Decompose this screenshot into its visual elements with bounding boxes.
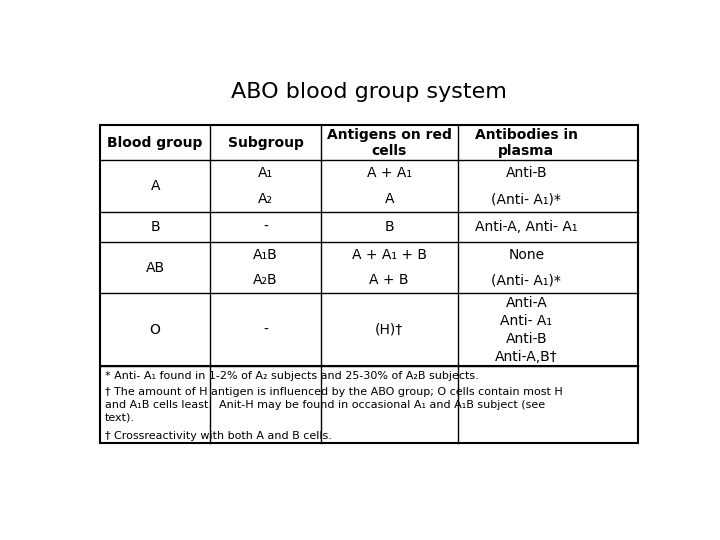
Text: Anti-B: Anti-B — [505, 166, 547, 180]
Text: * Anti- A₁ found in 1-2% of A₂ subjects and 25-30% of A₂B subjects.: * Anti- A₁ found in 1-2% of A₂ subjects … — [104, 371, 478, 381]
Text: B: B — [150, 220, 160, 234]
Text: (Anti- A₁)*: (Anti- A₁)* — [492, 273, 562, 287]
Text: A₁B: A₁B — [253, 247, 278, 261]
Text: A + A₁ + B: A + A₁ + B — [351, 247, 427, 261]
Text: Subgroup: Subgroup — [228, 136, 303, 150]
Text: Anti- A₁: Anti- A₁ — [500, 314, 552, 328]
Text: O: O — [150, 323, 161, 337]
Text: Antigens on red
cells: Antigens on red cells — [327, 127, 451, 158]
Text: (H)†: (H)† — [375, 323, 403, 337]
Text: A₂B: A₂B — [253, 273, 278, 287]
Text: B: B — [384, 220, 394, 234]
Text: † The amount of H antigen is influenced by the ABO group; O cells contain most H: † The amount of H antigen is influenced … — [104, 387, 562, 423]
Text: -: - — [263, 220, 268, 234]
Text: Anti-A, Anti- A₁: Anti-A, Anti- A₁ — [475, 220, 577, 234]
Text: AB: AB — [145, 260, 165, 274]
Text: -: - — [263, 323, 268, 337]
Text: A₁: A₁ — [258, 166, 273, 180]
Text: A: A — [384, 192, 394, 206]
Text: A₂: A₂ — [258, 192, 273, 206]
Text: ABO blood group system: ABO blood group system — [231, 82, 507, 102]
Text: None: None — [508, 247, 544, 261]
Text: † Crossreactivity with both A and B cells.: † Crossreactivity with both A and B cell… — [104, 431, 331, 441]
Text: A + A₁: A + A₁ — [366, 166, 412, 180]
Text: Anti-A,B†: Anti-A,B† — [495, 350, 558, 364]
Text: Anti-B: Anti-B — [505, 332, 547, 346]
Text: A + B: A + B — [369, 273, 409, 287]
Text: Blood group: Blood group — [107, 136, 203, 150]
Text: A: A — [150, 179, 160, 193]
Text: Antibodies in
plasma: Antibodies in plasma — [474, 127, 578, 158]
Bar — [100, 125, 638, 443]
Text: (Anti- A₁)*: (Anti- A₁)* — [492, 192, 562, 206]
Text: Anti-A: Anti-A — [505, 295, 547, 309]
